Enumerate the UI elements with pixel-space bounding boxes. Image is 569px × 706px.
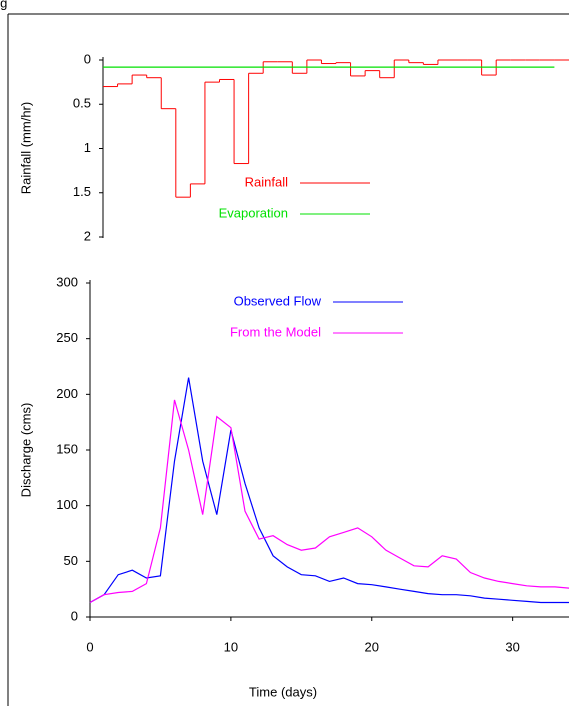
y-axis-label: Rainfall (mm/hr) xyxy=(18,102,33,194)
y-tick-label: 100 xyxy=(56,497,78,512)
caption: ing xyxy=(0,0,7,10)
series-line xyxy=(89,399,569,604)
legend-label: From the Model xyxy=(230,324,321,339)
y-tick-label: 250 xyxy=(56,330,78,345)
series-line xyxy=(89,377,569,604)
x-tick-label: 10 xyxy=(224,639,238,654)
y-tick-label: 300 xyxy=(56,274,78,289)
y-tick-label: 1.5 xyxy=(73,184,91,199)
x-tick-label: 0 xyxy=(86,639,93,654)
y-tick-label: 150 xyxy=(56,441,78,456)
y-tick-label: 0.5 xyxy=(73,96,91,111)
y-tick-label: 0 xyxy=(84,51,91,66)
x-tick-label: 30 xyxy=(505,639,519,654)
y-tick-label: 200 xyxy=(56,386,78,401)
legend-label: Evaporation xyxy=(219,205,288,220)
y-tick-label: 1 xyxy=(84,140,91,155)
x-tick-label: 20 xyxy=(365,639,379,654)
y-tick-label: 0 xyxy=(71,608,78,623)
legend-label: Observed Flow xyxy=(234,293,322,308)
y-tick-label: 2 xyxy=(84,228,91,243)
legend-label: Rainfall xyxy=(245,174,288,189)
x-axis-label: Time (days) xyxy=(249,684,317,699)
y-tick-label: 50 xyxy=(64,553,78,568)
y-axis-label: Discharge (cms) xyxy=(18,403,33,498)
